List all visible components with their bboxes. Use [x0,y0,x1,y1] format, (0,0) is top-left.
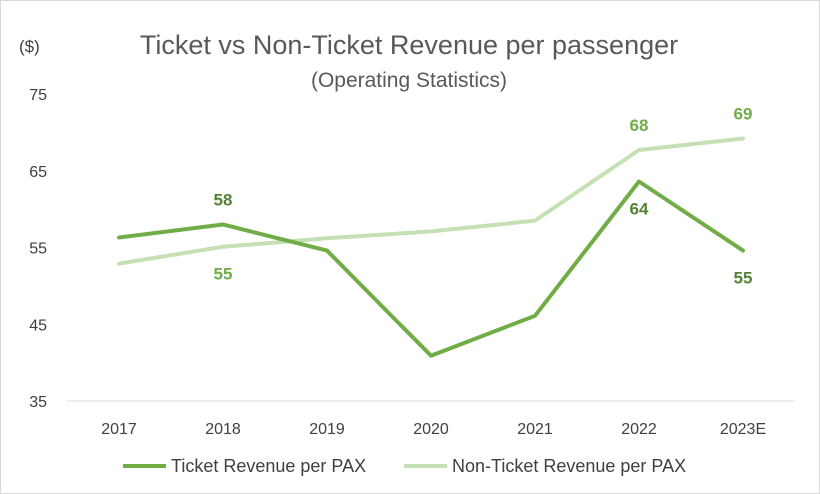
non-ticket-revenue-line [117,136,745,266]
x-tick-label: 2017 [101,421,137,438]
x-tick-label: 2022 [621,421,657,438]
legend: Ticket Revenue per PAX Non-Ticket Revenue… [123,456,686,476]
data-label: 55 [214,265,233,284]
y-tick-label: 35 [29,394,47,411]
ticket-revenue-line [117,179,745,358]
chart-subtitle: (Operating Statistics) [311,69,507,92]
y-tick-label: 45 [29,317,47,334]
y-axis-unit-label: ($) [19,37,40,56]
x-tick-label: 2023E [720,421,766,438]
data-label: 64 [630,199,649,218]
series-lines [117,136,745,358]
x-tick-label: 2019 [309,421,345,438]
y-tick-label: 65 [29,164,47,181]
x-tick-label: 2018 [205,421,241,438]
data-label: 68 [630,116,649,135]
data-label: 55 [734,269,753,288]
data-label: 69 [734,105,753,124]
y-tick-label: 75 [29,87,47,104]
chart-title: Ticket vs Non-Ticket Revenue per passeng… [140,30,678,60]
legend-label: Ticket Revenue per PAX [171,456,366,476]
y-tick-label: 55 [29,241,47,258]
data-label: 58 [214,190,233,209]
x-tick-label: 2020 [413,421,449,438]
legend-label: Non-Ticket Revenue per PAX [452,456,686,476]
x-axis-ticks: 2017 2018 2019 2020 2021 2022 2023E [101,421,766,438]
y-axis-ticks: 35 45 55 65 75 [29,87,47,411]
data-labels: 58 64 55 55 68 69 [214,105,753,288]
x-tick-label: 2021 [517,421,553,438]
